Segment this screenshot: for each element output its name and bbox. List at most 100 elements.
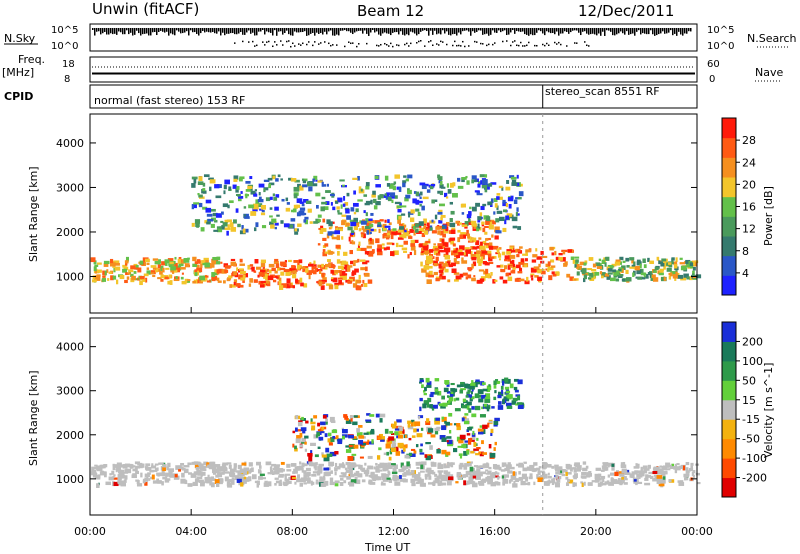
heatmap-cell — [390, 432, 395, 436]
heatmap-cell — [512, 471, 516, 476]
heatmap-cell — [112, 275, 117, 280]
heatmap-cell — [307, 452, 313, 457]
heatmap-cell — [433, 263, 438, 267]
heatmap-cell — [244, 194, 250, 197]
heatmap-cell — [475, 240, 480, 246]
heatmap-cell — [296, 478, 302, 483]
heatmap-cell — [480, 256, 484, 260]
heatmap-cell — [107, 278, 110, 281]
heatmap-cell — [260, 204, 266, 210]
heatmap-cell — [435, 226, 440, 230]
heatmap-cell — [140, 463, 145, 468]
noise-bar — [414, 28, 416, 34]
heatmap-cell — [446, 471, 451, 475]
heatmap-cell — [567, 479, 574, 484]
heatmap-cell — [123, 479, 127, 483]
heatmap-cell — [358, 464, 363, 470]
heatmap-cell — [614, 471, 619, 477]
heatmap-cell — [385, 467, 389, 471]
heatmap-cell — [282, 481, 289, 486]
colorbar-swatch — [722, 137, 736, 158]
heatmap-cell — [573, 468, 577, 473]
heatmap-cell — [227, 483, 233, 488]
heatmap-cell — [452, 388, 458, 392]
heatmap-cell — [433, 243, 436, 246]
heatmap-cell — [251, 266, 255, 272]
noise-bar — [196, 28, 198, 34]
noise-bar — [324, 28, 326, 32]
heatmap-cell — [212, 472, 217, 475]
noise-bar — [634, 28, 636, 36]
heatmap-cell — [300, 427, 307, 432]
heatmap-cell — [408, 437, 412, 441]
heatmap-cell — [243, 467, 250, 471]
heatmap-cell — [355, 208, 359, 213]
heatmap-cell — [243, 213, 249, 219]
heatmap-cell — [427, 225, 431, 231]
colorbar-tick-label: 20 — [742, 178, 756, 191]
heatmap-cell — [652, 470, 658, 475]
noise-bar — [638, 28, 640, 31]
heatmap-cell — [471, 433, 476, 437]
heatmap-cell — [479, 414, 486, 418]
heatmap-cell — [505, 464, 512, 469]
heatmap-cell — [668, 275, 672, 280]
heatmap-cell — [504, 255, 510, 260]
heatmap-cell — [580, 481, 583, 484]
heatmap-cell — [457, 476, 463, 480]
heatmap-cell — [343, 414, 348, 418]
heatmap-cell — [194, 272, 198, 277]
heatmap-cell — [199, 275, 206, 281]
heatmap-cell — [335, 227, 339, 232]
heatmap-cell — [402, 180, 407, 184]
heatmap-cell — [298, 210, 305, 216]
heatmap-cell — [402, 478, 408, 483]
heatmap-cell — [489, 452, 496, 458]
heatmap-cell — [471, 237, 477, 243]
heatmap-cell — [426, 189, 431, 193]
noise-bar — [646, 28, 648, 35]
heatmap-cell — [495, 218, 500, 223]
heatmap-cell — [193, 202, 200, 205]
noise-bar — [220, 28, 222, 36]
heatmap-cell — [428, 469, 434, 475]
heatmap-cell — [220, 220, 224, 223]
heatmap-cell — [622, 480, 625, 484]
heatmap-cell — [467, 383, 473, 387]
heatmap-cell — [405, 194, 411, 199]
heatmap-cell — [244, 470, 248, 476]
heatmap-cell — [370, 430, 375, 435]
heatmap-cell — [472, 481, 476, 484]
heatmap-cell — [313, 260, 316, 265]
heatmap-cell — [450, 262, 456, 267]
noise-bar — [428, 28, 430, 36]
heatmap-cell — [398, 434, 403, 439]
heatmap-cell — [551, 252, 555, 256]
heatmap-cell — [259, 284, 265, 288]
heatmap-cell — [440, 180, 443, 186]
heatmap-cell — [670, 271, 676, 275]
heatmap-cell — [175, 465, 181, 470]
heatmap-cell — [329, 251, 335, 254]
noise-bar — [318, 28, 320, 34]
noise-bar — [332, 28, 334, 36]
heatmap-cell — [502, 398, 506, 403]
heatmap-cell — [397, 208, 402, 213]
heatmap-cell — [328, 461, 334, 467]
heatmap-cell — [426, 384, 432, 388]
heatmap-cell — [350, 207, 355, 212]
heatmap-cell — [339, 475, 346, 478]
heatmap-cell — [150, 265, 157, 268]
heatmap-cell — [476, 446, 481, 450]
heatmap-cell — [473, 465, 479, 468]
heatmap-cell — [290, 209, 294, 213]
heatmap-cell — [151, 463, 154, 468]
heatmap-cell — [336, 235, 341, 241]
heatmap-cell — [502, 201, 507, 207]
heatmap-cell — [353, 415, 358, 418]
heatmap-cell — [611, 465, 615, 471]
heatmap-cell — [574, 462, 580, 466]
heatmap-cell — [476, 465, 482, 469]
heatmap-cell — [436, 448, 441, 454]
heatmap-cell — [116, 467, 122, 472]
